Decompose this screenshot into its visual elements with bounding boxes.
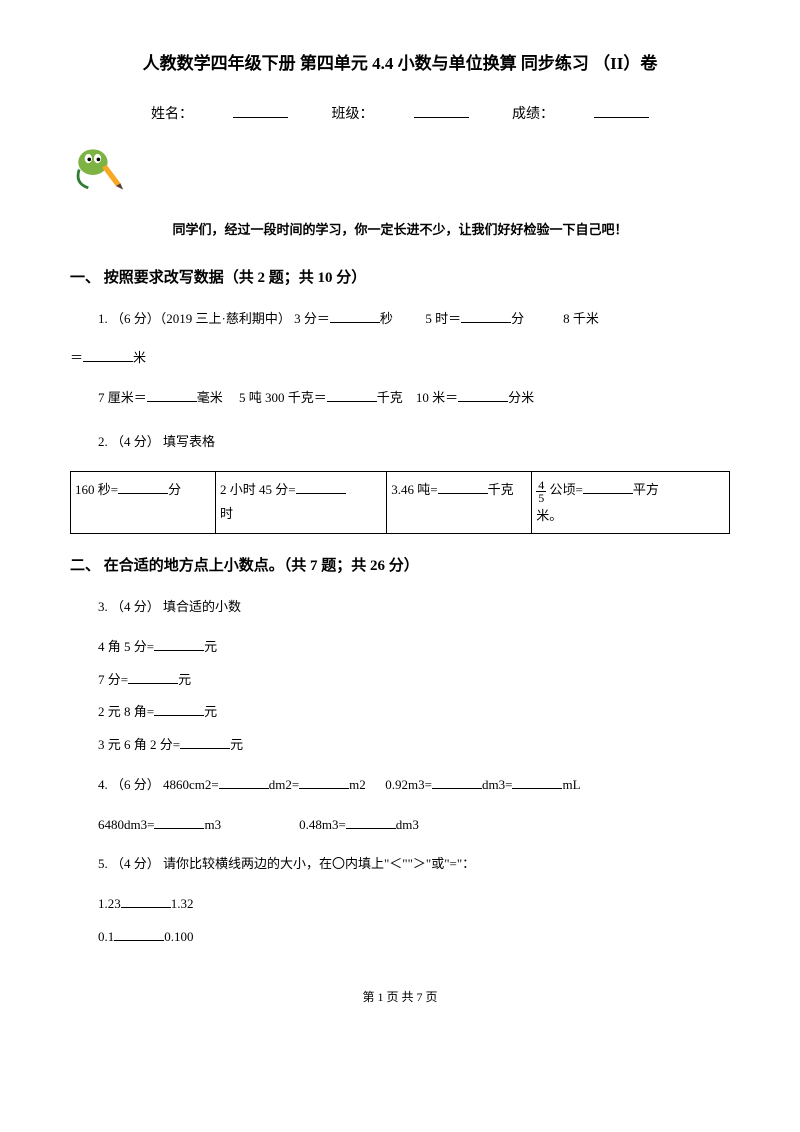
name-label: 姓名： [151, 107, 193, 122]
page-footer: 第 1 页 共 7 页 [70, 988, 730, 1007]
question-3d: 3 元 6 角 2 分=元 [98, 735, 730, 756]
question-2-table: 160 秒=分 2 小时 45 分=时 3.46 吨=千克 45 公顷=平方 米… [70, 471, 730, 534]
question-3: 3. （4 分） 填合适的小数 [98, 593, 730, 622]
question-5a: 1.231.32 [98, 894, 730, 915]
answer-blank[interactable] [118, 480, 168, 494]
page-title: 人教数学四年级下册 第四单元 4.4 小数与单位换算 同步练习 （II）卷 [70, 50, 730, 77]
answer-blank[interactable] [180, 735, 230, 749]
answer-blank[interactable] [458, 388, 508, 402]
answer-blank[interactable] [121, 894, 171, 908]
answer-blank[interactable] [154, 815, 204, 829]
answer-blank[interactable] [299, 775, 349, 789]
question-4: 4. （6 分） 4860cm2=dm2=m2 0.92m3=dm3=mL [98, 771, 730, 800]
section-2-heading: 二、 在合适的地方点上小数点。（共 7 题；共 26 分） [70, 554, 730, 578]
table-cell: 2 小时 45 分=时 [215, 472, 386, 534]
answer-blank[interactable] [147, 388, 197, 402]
answer-blank[interactable] [346, 815, 396, 829]
answer-blank[interactable] [438, 480, 488, 494]
question-1: 1. （6 分）（2019 三上·慈利期中） 3 分＝秒 5 时＝分 8 千米 [98, 305, 730, 334]
answer-blank[interactable] [512, 775, 562, 789]
question-3a: 4 角 5 分=元 [98, 637, 730, 658]
answer-blank[interactable] [583, 480, 633, 494]
question-5b: 0.10.100 [98, 927, 730, 948]
student-info: 姓名： 班级： 成绩： [70, 102, 730, 126]
answer-blank[interactable] [219, 775, 269, 789]
table-cell: 160 秒=分 [71, 472, 216, 534]
class-blank[interactable] [414, 102, 469, 118]
table-cell: 3.46 吨=千克 [387, 472, 532, 534]
question-1-cont: ＝米 [70, 348, 730, 369]
section-1-heading: 一、 按照要求改写数据（共 2 题；共 10 分） [70, 266, 730, 290]
answer-blank[interactable] [154, 637, 204, 651]
question-1b: 7 厘米＝毫米 5 吨 300 千克＝千克 10 米＝分米 [98, 384, 730, 413]
score-blank[interactable] [594, 102, 649, 118]
answer-blank[interactable] [154, 702, 204, 716]
answer-blank[interactable] [114, 927, 164, 941]
question-4b: 6480dm3=m3 0.48m3=dm3 [98, 815, 730, 836]
answer-blank[interactable] [83, 348, 133, 362]
table-cell: 45 公顷=平方 米。 [532, 472, 730, 534]
answer-blank[interactable] [330, 309, 380, 323]
question-2: 2. （4 分） 填写表格 [98, 428, 730, 457]
name-blank[interactable] [233, 102, 288, 118]
class-label: 班级： [332, 107, 374, 122]
question-5: 5. （4 分） 请你比较横线两边的大小，在〇内填上"＜""＞"或"="： [98, 850, 730, 879]
answer-blank[interactable] [296, 480, 346, 494]
score-label: 成绩： [512, 107, 554, 122]
fraction: 45 [536, 479, 546, 504]
question-3c: 2 元 8 角=元 [98, 702, 730, 723]
answer-blank[interactable] [128, 670, 178, 684]
answer-blank[interactable] [432, 775, 482, 789]
question-3b: 7 分=元 [98, 670, 730, 691]
intro-text: 同学们，经过一段时间的学习，你一定长进不少，让我们好好检验一下自己吧！ [70, 220, 730, 241]
answer-blank[interactable] [327, 388, 377, 402]
pencil-icon [70, 142, 730, 205]
answer-blank[interactable] [461, 309, 511, 323]
